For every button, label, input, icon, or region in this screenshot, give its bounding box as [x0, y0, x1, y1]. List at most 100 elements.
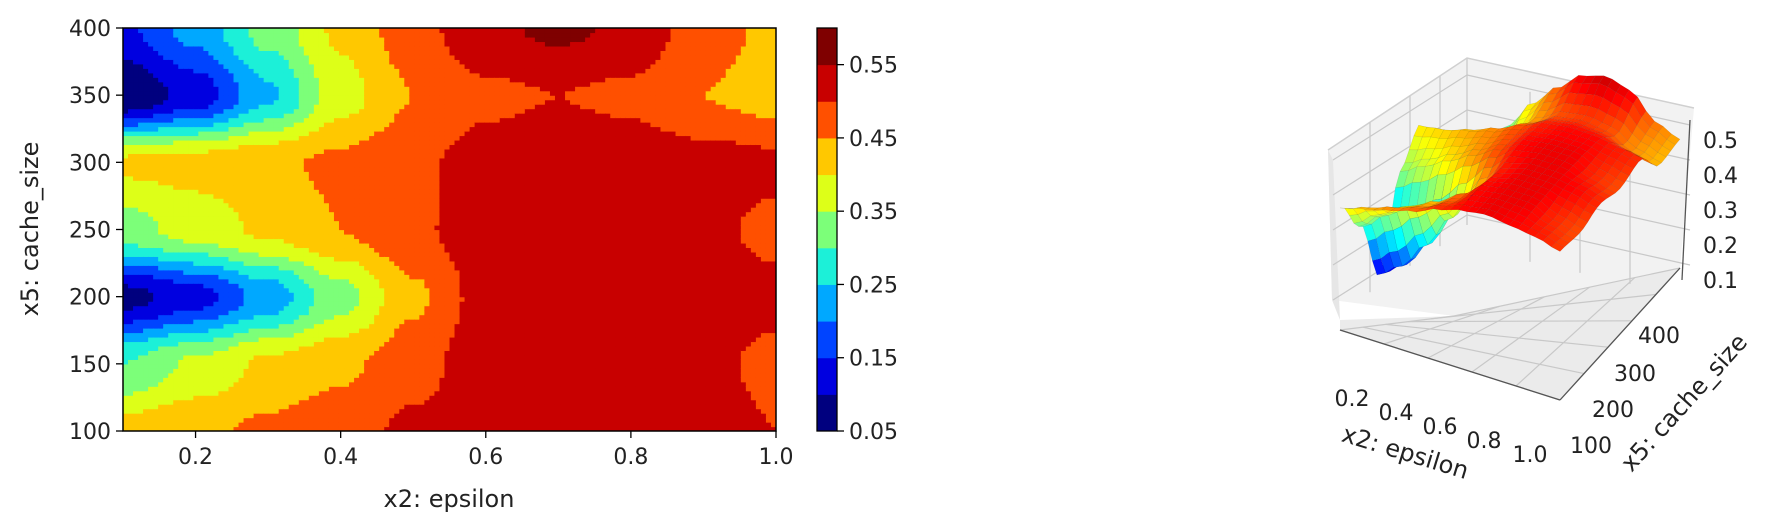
contour-cell — [349, 390, 355, 396]
contour-cell — [203, 126, 209, 132]
contour-cell — [374, 274, 380, 280]
contour-cell — [369, 278, 375, 284]
contour-cell — [218, 296, 225, 302]
contour-cell — [384, 274, 390, 280]
contour-cell — [158, 193, 164, 199]
contour-cell — [333, 139, 340, 146]
contour-cell — [364, 77, 370, 83]
contour-cell — [359, 162, 365, 168]
contour-cell — [394, 175, 400, 181]
contour-cell — [123, 45, 129, 51]
contour-cell — [183, 363, 189, 369]
contour-cell — [323, 265, 330, 271]
contour-cell — [188, 242, 194, 249]
contour-cell — [318, 305, 325, 311]
contour-cell — [223, 265, 230, 271]
contour-cell — [308, 350, 315, 356]
contour-cell — [183, 386, 189, 392]
contour-cell — [384, 157, 390, 163]
contour-cell — [268, 171, 275, 177]
contour-cell — [228, 301, 235, 307]
contour-cell — [364, 45, 370, 51]
contour-cell — [253, 417, 260, 423]
contour-cell — [359, 202, 365, 208]
contour-cell — [258, 90, 265, 96]
contour-cell — [153, 350, 159, 356]
contour-cell — [344, 130, 350, 137]
contour-cell — [153, 81, 159, 87]
contour-cell — [173, 130, 179, 137]
contour-cell — [333, 359, 340, 365]
contour-cell — [168, 225, 174, 231]
contour-cell — [218, 328, 225, 334]
contour-cell — [323, 220, 330, 226]
contour-cell — [263, 247, 270, 253]
contour-cell — [323, 256, 330, 262]
contour-cell — [278, 372, 285, 378]
contour-cell — [208, 135, 215, 141]
contour-cell — [349, 139, 355, 146]
contour-cell — [178, 265, 184, 271]
contour-cell — [344, 72, 350, 78]
contour-cell — [318, 328, 325, 334]
contour-cell — [278, 260, 285, 266]
contour-cell — [238, 198, 245, 204]
contour-cell — [148, 251, 154, 257]
contour-cell — [379, 50, 385, 56]
contour-cell — [273, 256, 280, 262]
contour-cell — [263, 202, 270, 208]
contour-cell — [128, 283, 134, 289]
contour-cell — [223, 77, 230, 83]
contour-cell — [148, 162, 154, 168]
contour-cell — [374, 422, 380, 428]
contour-cell — [268, 104, 275, 110]
contour-cell — [163, 354, 169, 360]
contour-cell — [158, 332, 164, 338]
contour-cell — [349, 180, 355, 186]
contour-cell — [394, 314, 400, 320]
contour-cell — [243, 36, 250, 43]
contour-cell — [128, 68, 134, 74]
contour-cell — [153, 175, 159, 181]
contour-cell — [364, 99, 370, 105]
contour-cell — [328, 354, 335, 360]
contour-cell — [243, 28, 250, 34]
contour-cell — [233, 314, 240, 320]
contour-cell — [123, 296, 129, 302]
contour-cell — [359, 242, 365, 249]
contour-cell — [253, 135, 260, 141]
contour-cell — [384, 292, 390, 298]
contour-cell — [193, 372, 199, 378]
contour-cell — [138, 99, 144, 105]
contour-cell — [138, 296, 144, 302]
contour-cell — [273, 363, 280, 369]
contour-cell — [178, 77, 184, 83]
contour-cell — [298, 86, 305, 92]
contour-cell — [153, 148, 159, 154]
contour-cell — [253, 422, 260, 428]
contour-cell — [318, 68, 325, 74]
contour-cell — [178, 359, 184, 365]
contour-cell — [173, 301, 179, 307]
contour-cell — [188, 283, 194, 289]
contour-cell — [188, 332, 194, 338]
contour-cell — [283, 175, 290, 181]
contour-cell — [228, 207, 235, 213]
contour-cell — [293, 36, 300, 43]
contour-cell — [203, 45, 209, 51]
contour-cell — [263, 399, 270, 405]
contour-cell — [138, 126, 144, 132]
contour-cell — [248, 32, 255, 38]
contour-cell — [293, 45, 300, 51]
contour-cell — [268, 350, 275, 356]
contour-cell — [223, 296, 230, 302]
contour-cell — [183, 198, 189, 204]
contour-cell — [208, 269, 215, 275]
contour-cell — [178, 260, 184, 266]
contour-cell — [354, 336, 360, 343]
contour-cell — [384, 117, 390, 123]
contour-cell — [218, 95, 225, 101]
contour-cell — [338, 413, 345, 419]
contour-cell — [308, 386, 315, 392]
contour-cell — [253, 45, 260, 51]
